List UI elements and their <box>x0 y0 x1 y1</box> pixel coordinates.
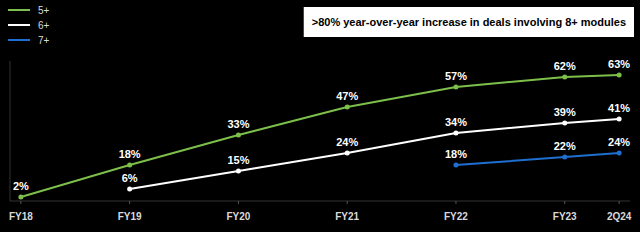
x-tick <box>455 201 456 204</box>
point <box>18 195 23 200</box>
point <box>345 151 350 156</box>
x-tick-label: FY19 <box>118 211 142 222</box>
x-tick-label: FY23 <box>553 211 577 222</box>
data-label: 6% <box>122 172 138 184</box>
x-axis <box>10 201 630 202</box>
point <box>562 121 567 126</box>
background <box>0 0 640 232</box>
data-label: 33% <box>227 118 249 130</box>
title: >80% year-over-year increase in deals in… <box>312 16 626 28</box>
x-tick <box>564 201 565 204</box>
point <box>453 131 458 136</box>
data-label: 63% <box>608 58 630 70</box>
point <box>236 169 241 174</box>
plot-area <box>18 73 621 200</box>
legend-swatch <box>8 9 30 11</box>
legend-swatch <box>8 24 30 26</box>
data-label: 39% <box>554 106 576 118</box>
data-label: 57% <box>445 70 467 82</box>
x-tick <box>619 201 620 204</box>
data-label: 24% <box>336 136 358 148</box>
x-tick <box>20 201 21 204</box>
data-label: 22% <box>554 140 576 152</box>
point <box>617 73 622 78</box>
legend-swatch <box>8 39 30 41</box>
x-tick <box>129 201 130 204</box>
data-label: 47% <box>336 90 358 102</box>
data-label: 18% <box>445 148 467 160</box>
chart: FY18 FY19 FY20 FY21 FY22 FY23 2Q24 2% 18% 33% 47% 5… <box>0 0 640 232</box>
legend-label: 5+ <box>38 5 50 16</box>
title-box: >80% year-over-year increase in deals in… <box>304 7 634 37</box>
legend-label: 6+ <box>38 20 50 31</box>
title-background <box>304 7 634 37</box>
x-tick <box>347 201 348 204</box>
x-tick-label: FY22 <box>444 211 468 222</box>
x-tick-label: 2Q24 <box>607 211 632 222</box>
data-label: 18% <box>119 148 141 160</box>
data-label: 15% <box>227 154 249 166</box>
series-line <box>21 75 619 197</box>
y-axis <box>10 61 11 201</box>
point <box>617 151 622 156</box>
legend-label: 7+ <box>38 35 50 46</box>
series-line <box>456 153 619 165</box>
x-tick-label: FY20 <box>226 211 250 222</box>
point <box>127 187 132 192</box>
series-line <box>130 119 619 189</box>
data-label: 2% <box>13 180 29 192</box>
point <box>562 75 567 80</box>
point <box>562 155 567 160</box>
data-label: 41% <box>608 102 630 114</box>
x-tick-label: FY21 <box>335 211 359 222</box>
point <box>345 105 350 110</box>
legend: 5+ 6+ 7+ <box>8 5 50 46</box>
point <box>617 117 622 122</box>
data-label: 24% <box>608 136 630 148</box>
point <box>453 85 458 90</box>
data-label: 62% <box>554 60 576 72</box>
point <box>127 163 132 168</box>
data-label: 34% <box>445 116 467 128</box>
point <box>236 133 241 138</box>
x-tick <box>238 201 239 204</box>
x-tick-label: FY18 <box>9 211 33 222</box>
point <box>453 163 458 168</box>
